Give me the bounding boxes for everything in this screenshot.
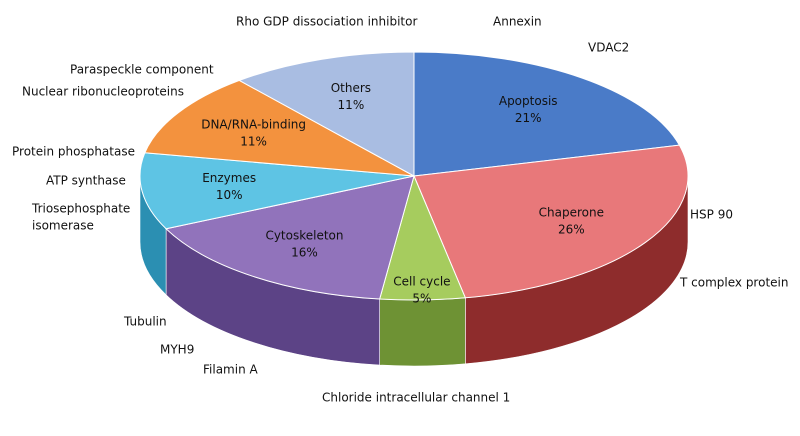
value-label: 11%: [338, 98, 365, 112]
annotation: HSP 90: [690, 208, 733, 222]
slice: [238, 51, 415, 177]
slice-label: Apoptosis: [499, 94, 558, 108]
annotation: Tubulin: [123, 315, 167, 329]
annotation: Nuclear ribonucleoproteins: [22, 85, 184, 99]
slice: [165, 175, 415, 300]
slice: [139, 152, 415, 230]
value-label: 16%: [291, 246, 318, 260]
value-label: 26%: [558, 223, 585, 237]
slice-side: [379, 297, 466, 367]
annotation: ATP synthase: [46, 174, 126, 188]
slice: [413, 51, 681, 177]
slice-label: Others: [331, 81, 371, 95]
annotation: Filamin A: [203, 363, 258, 377]
slice: [144, 79, 415, 177]
value-label: 10%: [216, 188, 243, 202]
value-label: 21%: [515, 111, 542, 125]
slice-label: Chaperone: [539, 206, 604, 220]
slice-label: Cytoskeleton: [265, 229, 343, 243]
annotation: T complex protein: [679, 276, 788, 290]
slice-label: DNA/RNA-binding: [201, 118, 306, 132]
value-label: 11%: [240, 135, 267, 149]
annotation: Rho GDP dissociation inhibitor: [236, 15, 417, 29]
annotation: Chloride intracellular channel 1: [322, 391, 510, 405]
annotation: Paraspeckle component: [70, 63, 214, 77]
slice-label: Enzymes: [202, 171, 256, 185]
slice-label: Cell cycle: [393, 275, 450, 289]
annotation: isomerase: [32, 219, 94, 233]
value-label: 5%: [412, 292, 431, 306]
slice: [413, 144, 689, 299]
annotation: MYH9: [160, 343, 194, 357]
annotation: VDAC2: [588, 41, 629, 55]
annotation: Triosephosphate: [31, 202, 130, 216]
annotation: Annexin: [493, 15, 542, 29]
annotation: Protein phosphatase: [12, 145, 135, 159]
